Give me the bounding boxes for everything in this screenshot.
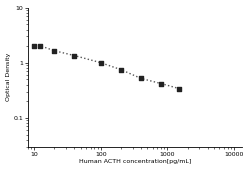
Point xyxy=(99,61,103,64)
Point xyxy=(32,44,36,47)
Point xyxy=(52,49,56,52)
Point xyxy=(38,44,42,47)
Point xyxy=(177,87,181,90)
Point xyxy=(159,82,163,85)
Point xyxy=(119,68,123,71)
Point xyxy=(139,77,143,80)
Y-axis label: Optical Density: Optical Density xyxy=(6,53,10,101)
X-axis label: Human ACTH concentration[pg/mL]: Human ACTH concentration[pg/mL] xyxy=(78,159,191,164)
Point xyxy=(72,54,76,57)
